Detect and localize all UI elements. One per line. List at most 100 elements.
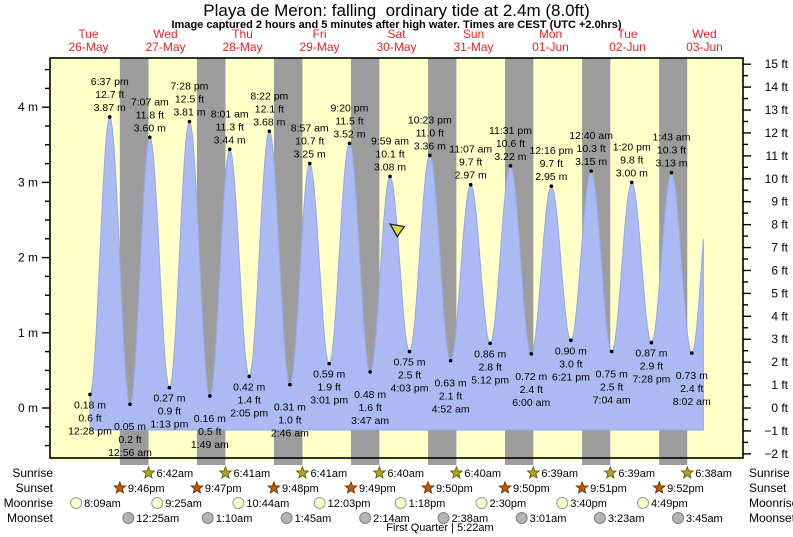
sunset-star-icon xyxy=(497,480,513,495)
high-tide-label: 1:20 pm9.8 ft3.00 m xyxy=(613,141,651,179)
astro-event-time: 1:10am xyxy=(216,513,253,525)
astro-event-time: 6:42am xyxy=(156,468,193,480)
tide-time: 7:28 pm xyxy=(170,80,208,92)
tide-height-ft: 2.5 ft xyxy=(600,382,623,394)
tide-height-ft: 1.0 ft xyxy=(278,415,301,427)
tide-height-ft: 10.6 ft xyxy=(496,138,525,150)
tide-height-m: 3.87 m xyxy=(94,102,126,114)
tide-time: 7:07 am xyxy=(131,96,169,108)
tide-time: 12:40 am xyxy=(569,130,613,142)
tide-height-m: 3.15 m xyxy=(575,156,607,168)
tide-height-m: 3.25 m xyxy=(294,149,326,161)
moonrise-circle-icon xyxy=(70,497,83,509)
day-date-label: 01-Jun xyxy=(532,40,569,54)
tide-height-m: 3.13 m xyxy=(655,158,687,170)
astro-event-time: 6:40am xyxy=(387,468,424,480)
ft-axis-label: −1 ft xyxy=(764,424,788,438)
capture-time-marker xyxy=(388,223,406,238)
m-axis-label: 1 m xyxy=(18,326,38,340)
low-tide-label: 0.87 m2.9 ft7:28 pm xyxy=(632,348,670,386)
tide-extreme-dot xyxy=(488,341,492,346)
astro-event-time: 6:39am xyxy=(618,468,655,480)
ft-axis-label: 10 ft xyxy=(765,172,789,186)
low-tide-label: 0.16 m0.5 ft1:49 am xyxy=(191,413,229,451)
tide-height-m: 0.75 m xyxy=(393,357,425,369)
tide-extreme-dot xyxy=(107,115,112,119)
day-date-label: 29-May xyxy=(299,40,339,54)
astro-event-time: 4:49pm xyxy=(651,498,688,510)
sunset-star-icon xyxy=(266,480,281,495)
tide-height-ft: 9.8 ft xyxy=(620,154,643,166)
tide-extreme-dot xyxy=(468,182,473,187)
tide-height-m: 2.95 m xyxy=(535,171,567,183)
high-tide-label: 12:16 pm9.7 ft2.95 m xyxy=(529,145,573,183)
low-tide-label: 0.27 m0.9 ft1:13 pm xyxy=(150,393,188,431)
tide-time: 12:56 am xyxy=(108,447,152,459)
tide-time: 2:46 am xyxy=(271,428,309,440)
tide-height-ft: 0.5 ft xyxy=(198,426,221,438)
tide-extreme-dot xyxy=(167,385,172,390)
low-tide-label: 0.75 m2.5 ft4:03 pm xyxy=(391,357,429,395)
tide-height-ft: 2.8 ft xyxy=(479,361,502,373)
tide-time: 6:37 pm xyxy=(91,76,129,88)
m-axis-label: 3 m xyxy=(18,175,38,189)
ft-axis-label: 14 ft xyxy=(765,80,789,94)
sunrise-star-icon xyxy=(141,465,156,480)
tide-height-m: 3.81 m xyxy=(173,106,205,118)
astro-row-label-left: Sunset xyxy=(16,481,54,495)
tide-time: 7:04 am xyxy=(593,395,631,407)
astro-event-time: 6:40am xyxy=(464,468,501,480)
tide-height-ft: 10.3 ft xyxy=(657,145,686,157)
sunrise-star-icon xyxy=(603,465,618,480)
tide-time: 8:22 pm xyxy=(250,90,288,102)
tide-height-m: 3.00 m xyxy=(616,167,648,179)
ft-axis-label: 6 ft xyxy=(771,263,788,277)
tide-extreme-dot xyxy=(428,153,432,158)
tide-extreme-dot xyxy=(88,392,92,397)
tide-height-ft: 0.2 ft xyxy=(118,434,141,446)
tide-time: 9:59 am xyxy=(371,135,409,147)
tide-time: 12:28 pm xyxy=(68,425,112,437)
low-tide-label: 0.63 m2.1 ft4:52 am xyxy=(432,378,470,416)
tide-extreme-dot xyxy=(227,147,232,152)
tide-time: 11:31 pm xyxy=(489,125,532,137)
tide-extreme-dot xyxy=(128,402,132,407)
tide-extreme-dot xyxy=(609,349,614,354)
ft-axis-label: 3 ft xyxy=(771,332,788,346)
tide-extreme-dot xyxy=(347,141,352,146)
tide-height-m: 0.18 m xyxy=(74,399,106,411)
low-tide-label: 0.42 m1.4 ft2:05 pm xyxy=(230,381,268,419)
tide-extreme-dot xyxy=(508,164,513,168)
tide-extreme-dot xyxy=(589,169,593,173)
tide-height-m: 3.44 m xyxy=(214,134,246,146)
tide-height-ft: 12.1 ft xyxy=(255,103,284,115)
tide-height-ft: 11.0 ft xyxy=(416,127,444,139)
tide-extreme-dot xyxy=(689,351,694,355)
moonset-circle-icon xyxy=(593,512,606,524)
tide-height-m: 0.72 m xyxy=(515,371,547,383)
tide-extreme-dot xyxy=(549,184,554,188)
tide-height-ft: 10.3 ft xyxy=(577,143,606,155)
ft-axis-label: 15 ft xyxy=(765,57,789,71)
tide-time: 7:28 pm xyxy=(632,374,670,386)
tide-height-ft: 9.7 ft xyxy=(540,158,563,170)
astro-event-time: 9:47pm xyxy=(205,483,242,495)
tide-time: 5:12 pm xyxy=(471,374,509,386)
tide-extreme-dot xyxy=(368,370,372,374)
tide-height-ft: 0.9 ft xyxy=(158,406,181,418)
moonrise-circle-icon xyxy=(151,497,164,509)
astro-event-time: 2:14am xyxy=(373,513,410,525)
tide-height-ft: 2.9 ft xyxy=(640,361,663,373)
astro-event-time: 8:09am xyxy=(84,498,121,510)
moonrise-circle-icon xyxy=(636,497,649,509)
chart-title: Playa de Meron: falling ordinary tide at… xyxy=(203,1,590,20)
astro-event-time: 6:41am xyxy=(233,468,270,480)
tide-height-ft: 1.6 ft xyxy=(358,402,381,414)
